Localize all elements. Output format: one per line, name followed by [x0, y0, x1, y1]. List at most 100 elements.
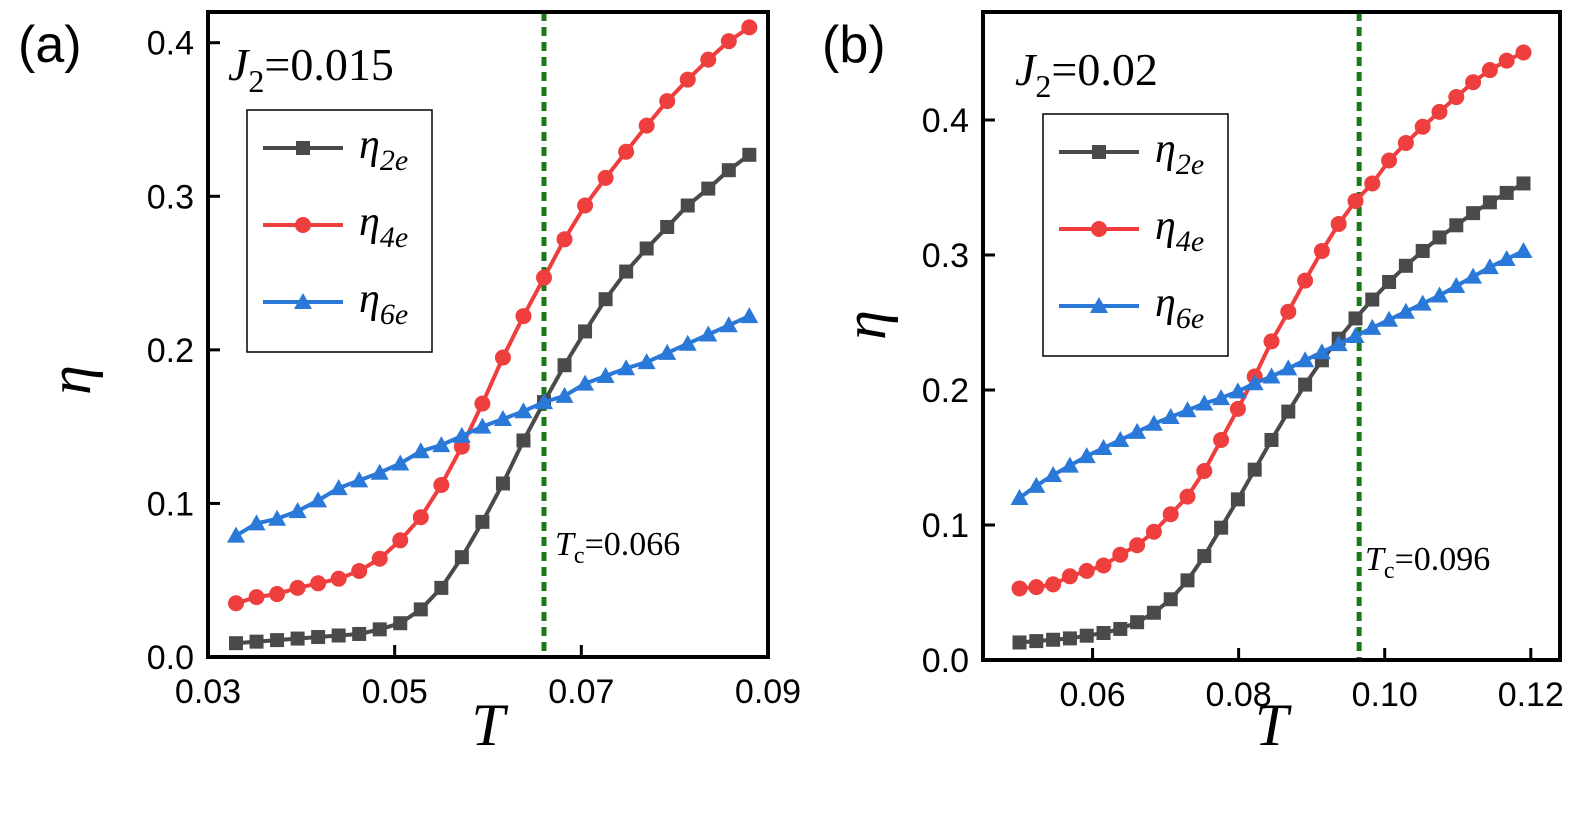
data-point-4e-a-14	[515, 308, 532, 325]
data-point-2e-a-4	[311, 630, 326, 645]
y-tick-label-b-0: 0.0	[922, 642, 969, 680]
data-point-6e-b-28	[1480, 258, 1499, 275]
data-point-2e-a-22	[680, 198, 695, 213]
data-point-4e-b-1	[1028, 579, 1045, 596]
data-point-6e-b-11	[1195, 394, 1214, 411]
legend-label-2e-a: η2e	[359, 122, 408, 177]
data-point-4e-b-20	[1347, 193, 1364, 209]
data-point-6e-a-19	[617, 359, 636, 376]
data-point-6e-a-5	[329, 479, 348, 496]
data-point-4e-a-2	[269, 586, 286, 603]
data-point-6e-a-6	[350, 471, 369, 488]
data-point-4e-b-13	[1229, 400, 1246, 417]
data-point-6e-a-8	[391, 454, 410, 471]
data-point-2e-a-11	[454, 550, 469, 565]
data-point-4e-a-22	[679, 71, 696, 88]
data-point-4e-b-5	[1095, 557, 1112, 574]
data-point-6e-b-17	[1296, 351, 1315, 368]
data-point-2e-a-24	[721, 163, 736, 178]
data-point-4e-a-23	[700, 51, 717, 68]
data-point-4e-b-27	[1465, 74, 1482, 91]
data-point-2e-a-1	[249, 634, 264, 649]
y-axis-title-b: η	[832, 310, 898, 340]
data-point-4e-a-13	[494, 349, 511, 366]
data-point-6e-a-2	[268, 509, 287, 526]
data-point-2e-b-28	[1482, 195, 1497, 210]
data-point-6e-b-13	[1228, 382, 1247, 399]
data-point-2e-b-30	[1516, 176, 1531, 191]
data-point-2e-b-27	[1466, 206, 1481, 221]
data-point-6e-b-27	[1464, 267, 1483, 284]
legend-a: η2e η4e η6e	[246, 109, 433, 353]
data-point-2e-b-21	[1365, 292, 1380, 307]
data-point-4e-b-3	[1061, 568, 1078, 585]
data-point-4e-a-18	[597, 169, 614, 186]
x-axis-title-a: T	[471, 692, 508, 758]
data-point-6e-b-30	[1514, 241, 1533, 258]
data-point-2e-a-7	[372, 622, 387, 637]
data-point-6e-b-26	[1447, 277, 1466, 294]
data-point-2e-b-7	[1130, 615, 1145, 630]
y-tick-label-a-3: 0.3	[147, 178, 194, 216]
data-point-6e-b-12	[1212, 389, 1231, 406]
data-point-6e-a-13	[493, 409, 512, 426]
data-point-4e-a-9	[412, 509, 429, 526]
data-point-6e-b-29	[1497, 250, 1516, 267]
x-tick-label-b-0: 0.06	[1059, 676, 1125, 714]
data-point-6e-a-11	[452, 426, 471, 443]
data-point-2e-a-18	[598, 292, 613, 307]
data-point-4e-a-1	[248, 589, 265, 606]
data-point-4e-a-25	[741, 19, 758, 36]
data-point-6e-a-12	[473, 417, 492, 434]
data-point-2e-a-10	[434, 580, 449, 595]
tc-label-b: Tc=0.096	[1365, 541, 1490, 584]
data-point-2e-b-17	[1298, 377, 1313, 392]
data-point-2e-b-12	[1214, 520, 1229, 535]
data-point-2e-b-6	[1113, 621, 1128, 636]
data-point-4e-b-7	[1129, 537, 1146, 554]
data-point-4e-b-0	[1011, 580, 1028, 597]
data-point-2e-a-17	[578, 324, 593, 339]
data-point-6e-a-10	[432, 436, 451, 453]
data-point-4e-b-12	[1213, 431, 1230, 448]
legend-marker-6e-b	[1090, 297, 1108, 313]
data-point-4e-b-18	[1313, 242, 1330, 259]
legend-marker-6e-a	[294, 293, 312, 309]
data-point-4e-b-4	[1078, 562, 1095, 579]
data-point-6e-b-2	[1044, 466, 1063, 483]
legend-label-6e-b: η6e	[1155, 280, 1204, 335]
y-axis-title-a: η	[37, 365, 103, 395]
data-point-2e-b-25	[1432, 230, 1447, 245]
data-point-6e-a-16	[555, 386, 574, 403]
data-point-2e-b-14	[1247, 462, 1262, 477]
data-point-2e-a-16	[557, 358, 572, 373]
y-tick-label-b-1: 0.1	[922, 507, 969, 545]
data-point-6e-b-19	[1329, 335, 1348, 352]
data-point-2e-b-24	[1415, 243, 1430, 258]
data-point-4e-a-10	[433, 477, 450, 493]
data-point-2e-b-23	[1398, 258, 1413, 273]
data-point-4e-a-5	[330, 570, 347, 587]
data-point-2e-b-3	[1062, 631, 1077, 646]
data-point-6e-a-1	[247, 514, 266, 531]
data-point-2e-b-4	[1079, 628, 1094, 643]
legend-label-4e-a: η4e	[359, 199, 408, 254]
data-point-2e-b-8	[1146, 605, 1161, 620]
panel-a: 0.0 0.1 0.2 0.3 0.4 0.03 0.05 0.07 0.09 Tη (a) J2=0…	[18, 10, 801, 758]
data-point-2e-b-10	[1180, 573, 1195, 588]
data-point-6e-b-6	[1111, 430, 1130, 447]
data-point-2e-b-13	[1230, 492, 1245, 507]
data-point-4e-b-23	[1397, 134, 1414, 151]
data-point-6e-b-18	[1312, 343, 1331, 360]
data-point-6e-b-15	[1262, 367, 1281, 384]
legend-label-2e-b: η2e	[1155, 126, 1204, 181]
data-point-4e-a-15	[536, 269, 552, 286]
data-point-4e-b-17	[1297, 272, 1314, 289]
data-point-6e-b-3	[1060, 456, 1079, 473]
legend-marker-2e-b	[1092, 145, 1106, 159]
data-point-6e-a-25	[740, 307, 759, 324]
data-point-6e-b-0	[1010, 489, 1029, 505]
data-point-4e-a-20	[638, 117, 655, 134]
tc-label-a: Tc=0.066	[555, 526, 680, 569]
legend-marker-2e-a	[296, 141, 310, 155]
